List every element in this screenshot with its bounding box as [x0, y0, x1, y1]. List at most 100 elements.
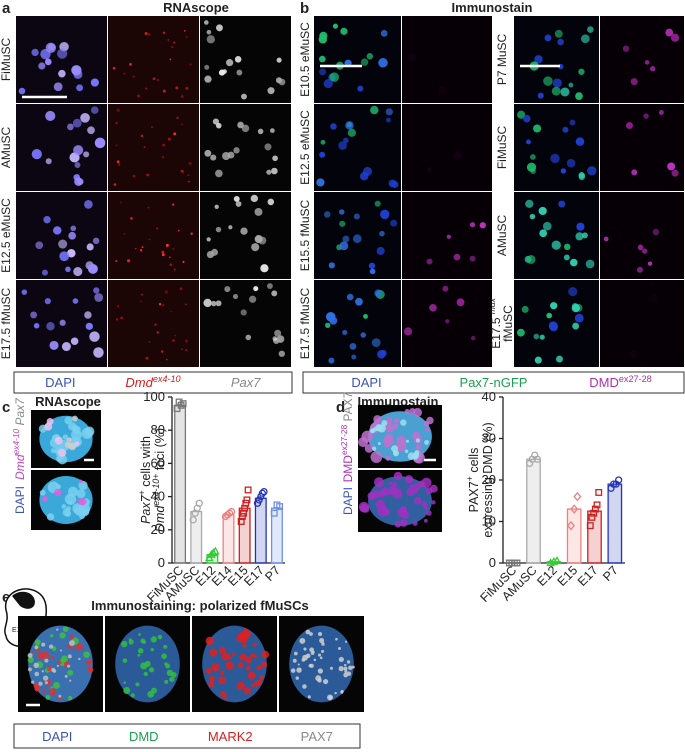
signal: [218, 676, 227, 685]
text-segment: DAPI: [42, 729, 72, 744]
signal: [412, 431, 421, 440]
signal: [372, 490, 381, 499]
micrograph: [108, 280, 199, 367]
cell: [574, 313, 584, 323]
signal: [164, 679, 169, 684]
signal: [317, 653, 322, 657]
signal: [68, 640, 75, 646]
cell: [529, 213, 536, 220]
cell: [376, 246, 385, 256]
cell: [35, 241, 44, 250]
signal: [305, 629, 311, 635]
cell: [140, 300, 142, 303]
cell: [328, 357, 335, 364]
cell: [521, 305, 529, 313]
cell: [587, 166, 597, 176]
cell: [276, 335, 285, 343]
cell: [67, 123, 74, 131]
legend-entry: Dmdex4-10: [125, 374, 180, 390]
cell: [445, 319, 450, 324]
cell: [523, 114, 531, 123]
legend-entry: MARK2: [208, 729, 253, 744]
signal: [48, 688, 57, 696]
cell: [270, 128, 275, 133]
signal: [42, 651, 50, 659]
cell: [525, 199, 534, 208]
text-segment: DAPI: [351, 375, 381, 390]
cell: [173, 268, 176, 271]
signal: [56, 664, 59, 667]
cell: [31, 149, 42, 160]
cell: [144, 87, 148, 90]
cell: [147, 206, 150, 209]
cell: [539, 229, 548, 238]
cell: [332, 23, 338, 29]
data-point: [225, 509, 234, 517]
cell: [318, 55, 326, 63]
signal: [62, 434, 69, 440]
micrograph: [108, 192, 199, 279]
signal: [404, 449, 409, 453]
cell: [148, 238, 151, 241]
cell: [211, 300, 217, 307]
signal: [424, 518, 428, 523]
data-point: [595, 488, 603, 496]
cell: [667, 162, 676, 171]
panel-letter: a: [2, 0, 11, 17]
signal: [39, 489, 46, 496]
cell: [250, 194, 259, 203]
cell: [46, 322, 55, 331]
signal: [57, 660, 62, 665]
legend-entry: DAPI: [45, 375, 75, 390]
cell: [161, 350, 164, 353]
row-label: E12.5 eMuSC: [298, 110, 312, 185]
cell: [374, 289, 383, 298]
signal: [54, 488, 62, 497]
signal: [78, 479, 83, 484]
cell: [274, 329, 282, 337]
cell: [115, 318, 119, 321]
cell: [58, 69, 66, 78]
signal: [55, 437, 60, 442]
cell: [162, 143, 166, 147]
cell: [204, 64, 210, 70]
cell: [254, 207, 263, 216]
cell: [576, 222, 585, 231]
cell: [118, 163, 121, 166]
signal: [344, 640, 348, 643]
bar: [254, 497, 267, 564]
cell: [670, 33, 680, 42]
signal: [377, 441, 381, 446]
cell: [637, 244, 644, 251]
cell: [368, 262, 376, 269]
cell: [67, 248, 76, 258]
x-tick-label: E12: [534, 563, 560, 589]
signal: [400, 519, 408, 527]
signal: [209, 648, 218, 657]
cell: [319, 68, 327, 76]
signal: [67, 695, 73, 701]
data-point: [243, 496, 251, 504]
signal: [163, 644, 168, 649]
signal: [56, 484, 61, 490]
cell: [380, 349, 387, 357]
signal: [66, 437, 72, 443]
cell: [526, 162, 537, 172]
signal: [135, 682, 140, 687]
signal: [413, 496, 422, 505]
data-point: [189, 516, 197, 524]
signal: [242, 643, 247, 649]
cell: [266, 283, 273, 289]
cell: [57, 48, 68, 59]
cell: [87, 126, 95, 135]
signal: [334, 691, 337, 695]
cell: [145, 356, 149, 360]
signal: [231, 652, 236, 657]
nucleus: [289, 625, 354, 703]
text-segment: mdx: [487, 297, 497, 314]
cell: [93, 287, 100, 294]
micrograph: [108, 104, 199, 191]
signal: [44, 422, 53, 431]
legend-box: [13, 371, 293, 394]
text-segment: Pax7: [13, 397, 27, 429]
